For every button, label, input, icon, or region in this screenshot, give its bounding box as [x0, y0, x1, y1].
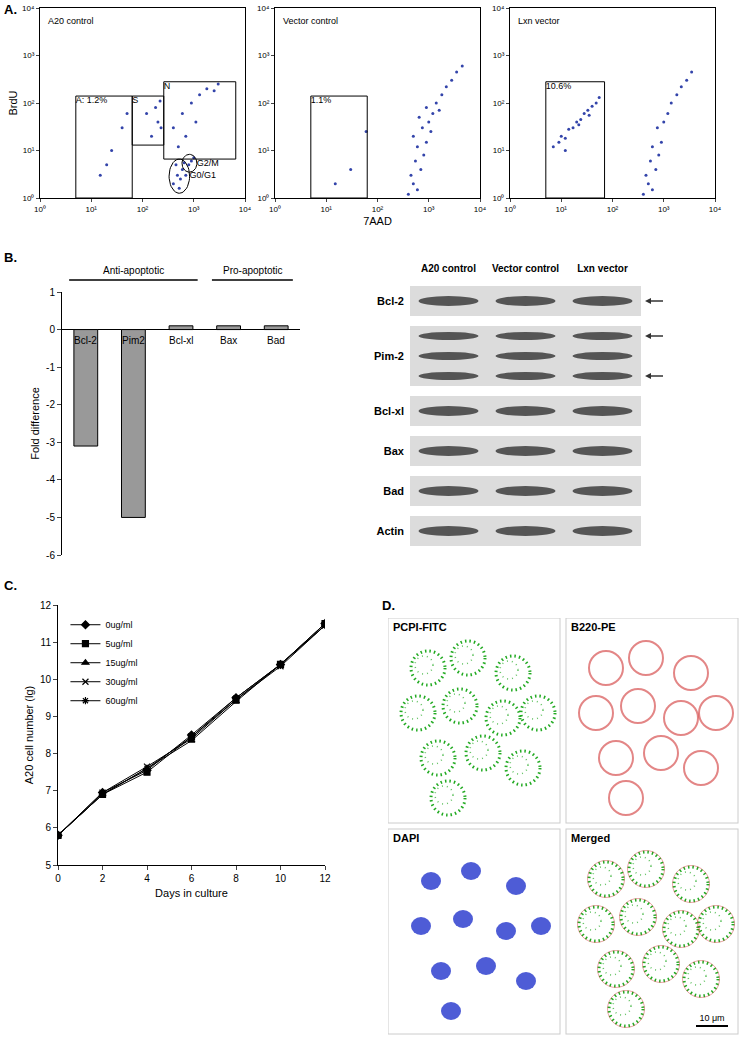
svg-text:DAPI: DAPI: [393, 832, 419, 844]
svg-text:Anti-apoptotic: Anti-apoptotic: [103, 265, 164, 276]
html-text:B.: B.: [4, 250, 17, 265]
svg-text:10²: 10²: [137, 205, 149, 214]
svg-text:10⁰: 10⁰: [492, 194, 504, 203]
svg-text:-5: -5: [46, 512, 55, 523]
svg-text:10⁴: 10⁴: [239, 205, 252, 214]
svg-text:0ug/ml: 0ug/ml: [105, 620, 132, 630]
svg-text:Vector control: Vector control: [283, 16, 338, 26]
svg-text:10³: 10³: [423, 205, 435, 214]
svg-text:8: 8: [45, 748, 51, 759]
svg-text:4: 4: [144, 873, 150, 884]
svg-text:11: 11: [41, 637, 52, 648]
svg-text:10⁴: 10⁴: [22, 4, 35, 13]
svg-text:Bcl-xl: Bcl-xl: [374, 405, 404, 417]
svg-text:10: 10: [40, 674, 52, 685]
svg-text:BrdU: BrdU: [7, 90, 19, 115]
svg-text:Bcl-xl: Bcl-xl: [169, 335, 193, 346]
svg-text:12: 12: [319, 873, 331, 884]
svg-text:10⁴: 10⁴: [257, 4, 270, 13]
html-text:C.: C.: [4, 578, 17, 593]
html-text:D.: D.: [382, 598, 395, 613]
svg-text:Bax: Bax: [220, 335, 237, 346]
svg-text:30ug/ml: 30ug/ml: [105, 677, 137, 687]
svg-text:Lxn vector: Lxn vector: [518, 16, 560, 26]
svg-text:10¹: 10¹: [320, 205, 332, 214]
svg-text:A20 cell number (lg): A20 cell number (lg): [23, 686, 35, 784]
svg-text:10²: 10²: [607, 205, 619, 214]
svg-text:G2/M: G2/M: [197, 158, 219, 168]
svg-text:PCPI-FITC: PCPI-FITC: [393, 621, 447, 633]
svg-text:S: S: [132, 95, 138, 105]
svg-text:1: 1: [49, 287, 55, 298]
svg-text:Bax: Bax: [384, 445, 405, 457]
svg-text:A20 control: A20 control: [421, 263, 476, 274]
svg-text:10¹: 10¹: [23, 146, 35, 155]
svg-text:60ug/ml: 60ug/ml: [105, 696, 137, 706]
svg-text:-3: -3: [46, 437, 55, 448]
svg-text:10³: 10³: [658, 205, 670, 214]
svg-text:10 μm: 10 μm: [699, 1013, 724, 1023]
svg-text:10²: 10²: [372, 205, 384, 214]
svg-text:Bad: Bad: [383, 485, 404, 497]
svg-text:N: N: [164, 81, 171, 91]
svg-text:Actin: Actin: [377, 525, 405, 537]
svg-text:10²: 10²: [23, 99, 35, 108]
svg-text:6: 6: [45, 822, 51, 833]
svg-text:Bcl-2: Bcl-2: [74, 335, 97, 346]
svg-text:Lxn vector: Lxn vector: [577, 263, 628, 274]
svg-text:10⁰: 10⁰: [22, 194, 34, 203]
svg-text:G0/G1: G0/G1: [190, 170, 217, 180]
svg-text:10⁰: 10⁰: [269, 205, 281, 214]
svg-text:Bcl-2: Bcl-2: [377, 295, 404, 307]
svg-text:10³: 10³: [23, 51, 35, 60]
html-text:A.: A.: [4, 2, 17, 17]
svg-text:Vector control: Vector control: [492, 263, 559, 274]
svg-text:10²: 10²: [493, 99, 505, 108]
svg-text:Pim-2: Pim-2: [374, 350, 404, 362]
svg-text:10⁴: 10⁴: [474, 205, 487, 214]
svg-text:A20 control: A20 control: [48, 16, 94, 26]
svg-text:Days in culture: Days in culture: [155, 887, 228, 899]
svg-text:10³: 10³: [188, 205, 200, 214]
svg-text:10¹: 10¹: [555, 205, 567, 214]
svg-text:2: 2: [100, 873, 106, 884]
svg-text:10.6%: 10.6%: [546, 81, 572, 91]
svg-text:Pro-apoptotic: Pro-apoptotic: [223, 265, 282, 276]
svg-text:Fold difference: Fold difference: [29, 387, 41, 460]
svg-text:10: 10: [275, 873, 287, 884]
svg-text:10⁰: 10⁰: [504, 205, 516, 214]
svg-text:B220-PE: B220-PE: [571, 621, 616, 633]
svg-text:-6: -6: [46, 550, 55, 561]
svg-text:7AAD: 7AAD: [363, 215, 392, 227]
svg-text:10⁴: 10⁴: [709, 205, 722, 214]
svg-text:-2: -2: [46, 399, 55, 410]
svg-text:Pim2: Pim2: [122, 335, 145, 346]
svg-text:7: 7: [45, 785, 51, 796]
svg-text:5: 5: [45, 860, 51, 871]
svg-text:9: 9: [45, 711, 51, 722]
svg-text:10³: 10³: [258, 51, 270, 60]
svg-text:10⁴: 10⁴: [492, 4, 505, 13]
svg-text:1.1%: 1.1%: [311, 95, 332, 105]
svg-text:6: 6: [189, 873, 195, 884]
svg-text:12: 12: [40, 600, 52, 611]
svg-text:15ug/ml: 15ug/ml: [105, 658, 137, 668]
svg-text:A: 1.2%: A: 1.2%: [76, 95, 108, 105]
svg-text:10⁰: 10⁰: [34, 205, 46, 214]
svg-text:0: 0: [55, 873, 61, 884]
svg-text:-1: -1: [46, 362, 55, 373]
svg-text:5ug/ml: 5ug/ml: [105, 639, 132, 649]
svg-text:0: 0: [49, 324, 55, 335]
svg-text:Merged: Merged: [571, 832, 610, 844]
svg-text:Bad: Bad: [267, 335, 285, 346]
svg-text:-4: -4: [46, 474, 55, 485]
svg-text:10³: 10³: [493, 51, 505, 60]
svg-text:10¹: 10¹: [258, 146, 270, 155]
svg-text:10¹: 10¹: [85, 205, 97, 214]
svg-text:10¹: 10¹: [493, 146, 505, 155]
svg-text:10⁰: 10⁰: [257, 194, 269, 203]
svg-text:10²: 10²: [258, 99, 270, 108]
svg-text:8: 8: [233, 873, 239, 884]
